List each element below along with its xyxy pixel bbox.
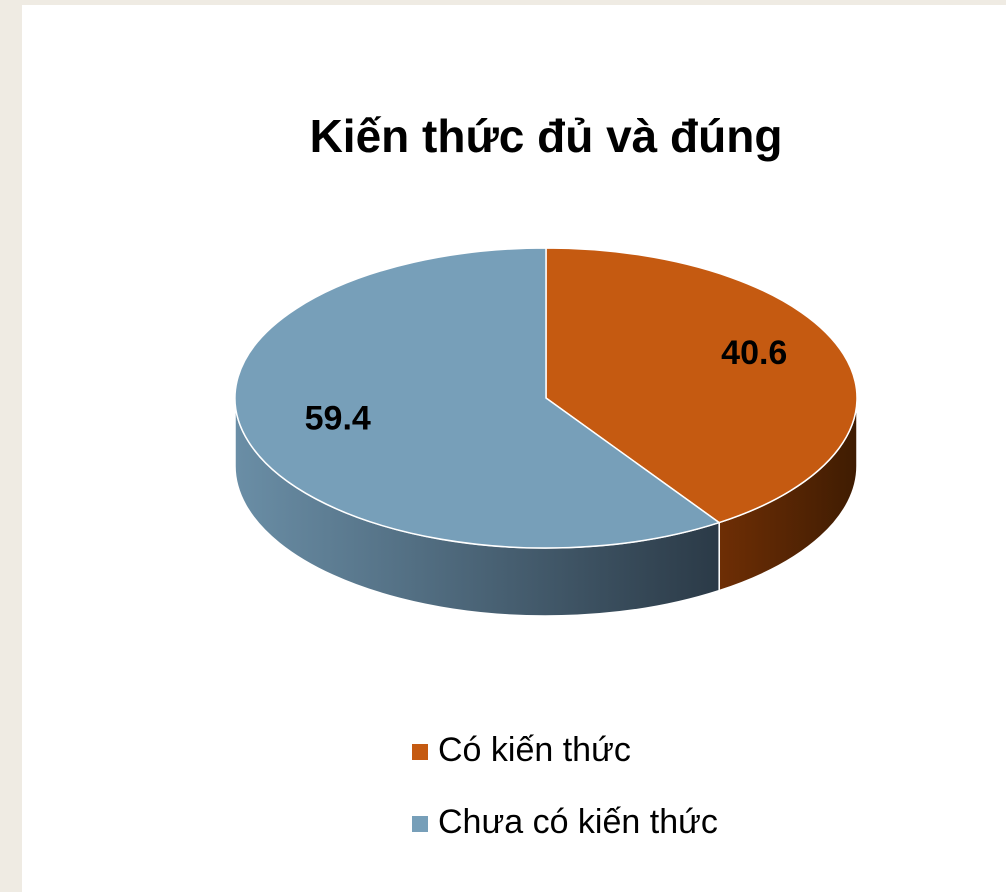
legend-swatch bbox=[412, 816, 428, 832]
legend-label: Có kiến thức bbox=[438, 731, 631, 769]
data-label: 59.4 bbox=[305, 400, 371, 438]
legend-swatch bbox=[412, 744, 428, 760]
pie-slice bbox=[234, 247, 721, 549]
pie-slice bbox=[545, 247, 858, 524]
data-label: 40.6 bbox=[721, 334, 787, 372]
chart-title: Kiến thức đủ và đúng bbox=[310, 110, 783, 162]
legend-label: Chưa có kiến thức bbox=[438, 803, 718, 841]
